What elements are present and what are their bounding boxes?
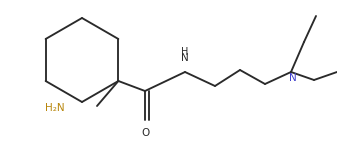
Text: H: H	[181, 47, 189, 57]
Text: H₂N: H₂N	[45, 103, 65, 113]
Text: O: O	[141, 128, 149, 138]
Text: N: N	[181, 53, 189, 63]
Text: N: N	[289, 73, 297, 83]
